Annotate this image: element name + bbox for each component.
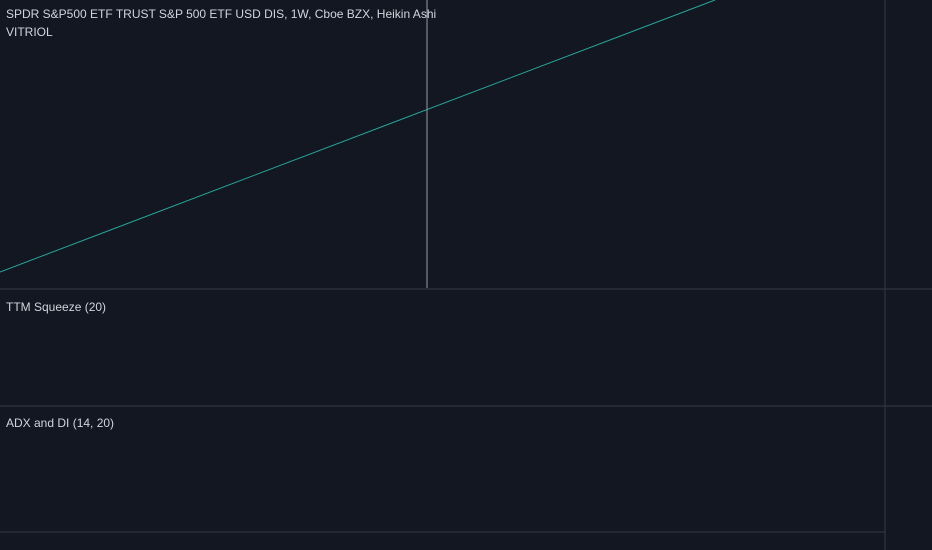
pane-title: ADX and DI (14, 20) — [6, 416, 114, 430]
indicator-name: VITRIOL — [6, 25, 53, 39]
pane-title: TTM Squeeze (20) — [6, 300, 106, 314]
trend-line — [0, 0, 716, 273]
chart-title: SPDR S&P500 ETF TRUST S&P 500 ETF USD DI… — [6, 7, 436, 21]
